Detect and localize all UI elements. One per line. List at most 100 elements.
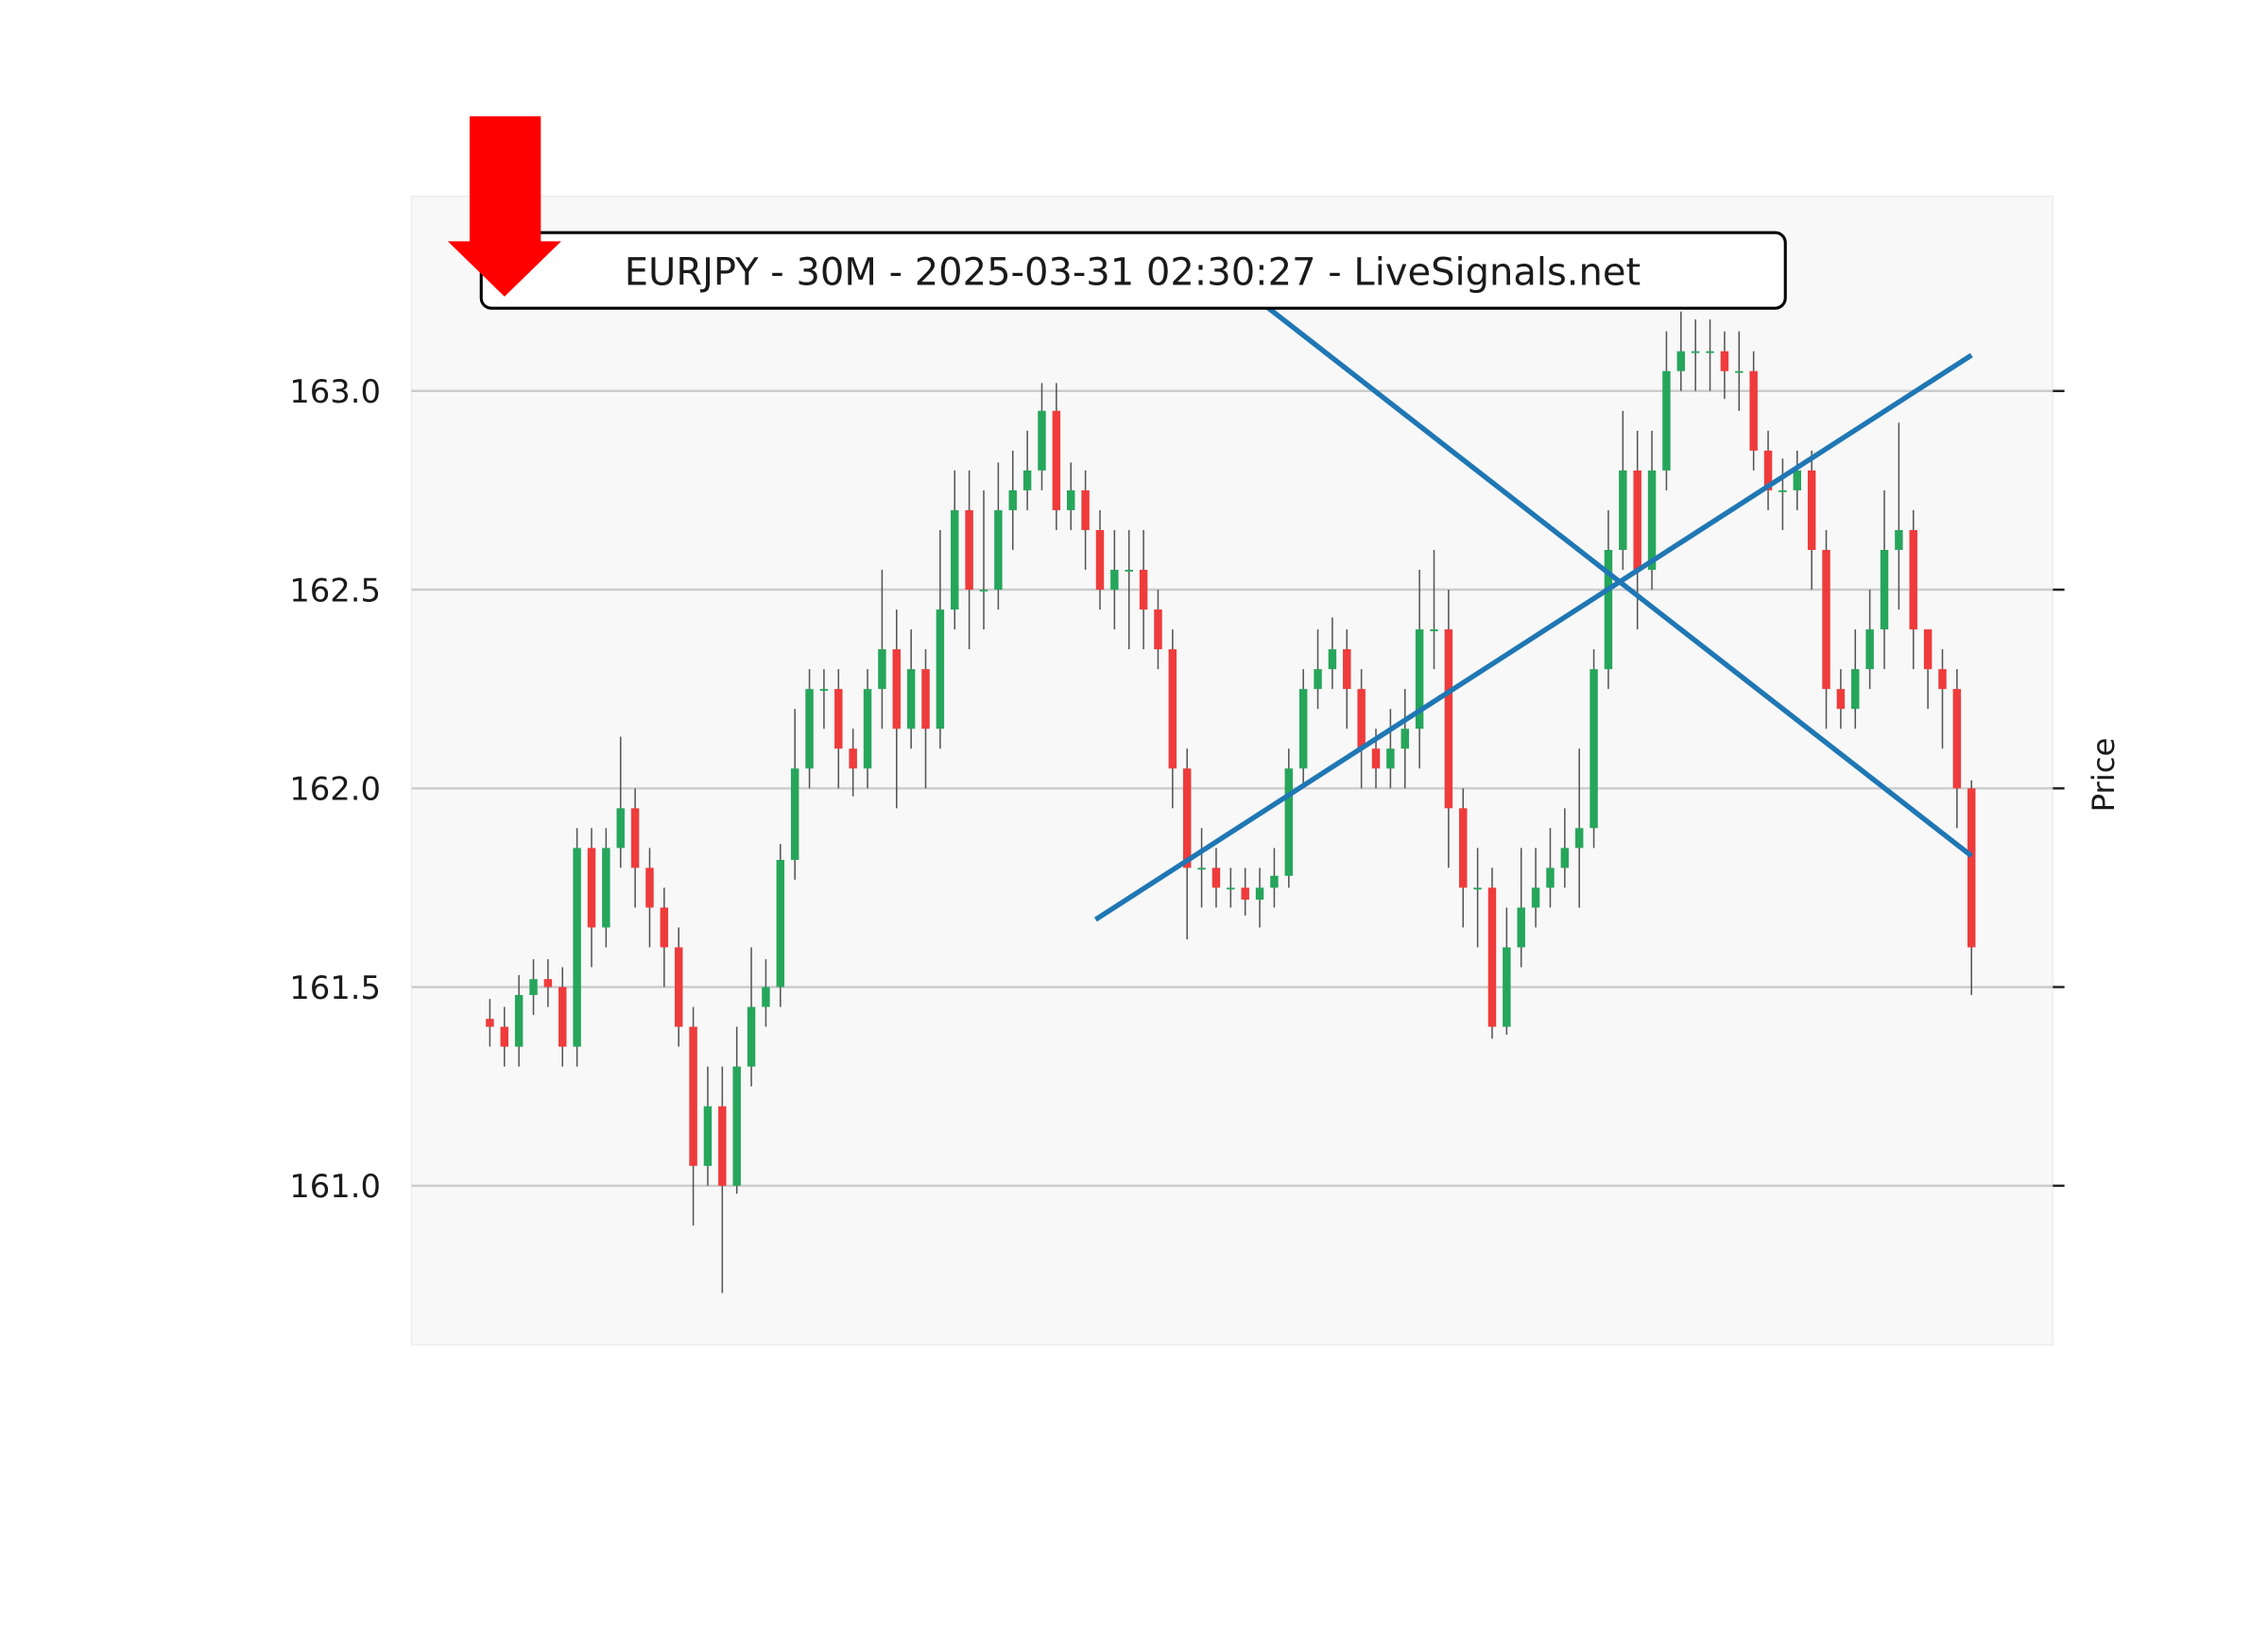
- candle-body: [1473, 887, 1482, 890]
- y-tick-label: 162.0: [289, 771, 381, 808]
- candle-body: [849, 748, 857, 769]
- candle-body: [1531, 887, 1540, 908]
- signal-arrow: [447, 116, 561, 297]
- candle-body: [1022, 470, 1032, 490]
- candle-body: [1503, 947, 1511, 1027]
- candle-body: [805, 689, 814, 769]
- candle-body: [573, 848, 581, 1047]
- candle-body: [1154, 609, 1162, 650]
- candle-body: [1851, 669, 1860, 710]
- candle-body: [1314, 669, 1322, 690]
- candle-body: [732, 1066, 741, 1186]
- candle-body: [1343, 649, 1351, 690]
- candle-body: [965, 509, 973, 591]
- candle-body: [1211, 867, 1221, 888]
- candle-body: [892, 649, 902, 729]
- candle-body: [790, 768, 799, 861]
- candle-body: [936, 609, 945, 729]
- candle-body: [762, 987, 770, 1007]
- candle-body: [1357, 689, 1366, 749]
- candle-body: [1923, 629, 1933, 670]
- candle-body: [1865, 629, 1874, 670]
- candle-body: [1662, 370, 1671, 471]
- candle-body: [1836, 689, 1846, 710]
- candle-body: [1604, 549, 1613, 670]
- candle-body: [1807, 470, 1816, 550]
- candle-body: [1298, 689, 1308, 769]
- candle-body: [1095, 529, 1105, 591]
- candle-body: [1909, 529, 1917, 630]
- candle-body: [1008, 489, 1017, 510]
- candle-body: [1619, 470, 1627, 550]
- candle-body: [1735, 370, 1744, 373]
- y-tick-label: 161.5: [289, 969, 381, 1006]
- candle-body: [1459, 808, 1468, 888]
- grid: [411, 389, 2053, 1188]
- candle-body: [500, 1026, 508, 1047]
- candle-body: [921, 669, 930, 729]
- candle-body: [630, 808, 640, 868]
- candle-body: [660, 907, 669, 948]
- candle-body: [689, 1026, 697, 1166]
- candle-body: [1967, 788, 1976, 948]
- trend-line: [1261, 301, 1973, 858]
- candle-body: [1067, 489, 1075, 510]
- candle-body: [1691, 351, 1700, 353]
- candle-body: [1706, 351, 1714, 353]
- candle-body: [1110, 570, 1119, 591]
- trend-line: [1093, 352, 1973, 922]
- candle-body: [1676, 351, 1686, 371]
- candle-body: [616, 808, 625, 849]
- candle-body: [558, 987, 567, 1047]
- candle-body: [1386, 748, 1395, 769]
- candle-body: [1546, 867, 1555, 888]
- candle-body: [819, 689, 829, 692]
- candle-body: [1400, 729, 1409, 749]
- candle-body: [1647, 470, 1657, 571]
- candle-body: [1763, 450, 1773, 490]
- y-tick-label: 163.0: [289, 373, 381, 410]
- candle-body: [1487, 887, 1497, 1027]
- chart-title: EURJPY - 30M - 2025-03-31 02:30:27 - Liv…: [625, 251, 1641, 295]
- candle-body: [878, 649, 886, 690]
- candle-body: [1328, 649, 1337, 670]
- candle-body: [587, 848, 596, 928]
- candle-body: [1270, 875, 1279, 888]
- candle-body: [543, 979, 553, 987]
- candle-body: [1444, 629, 1453, 809]
- candle-body: [645, 867, 654, 908]
- candle-body: [718, 1106, 727, 1186]
- candle-body: [529, 979, 538, 995]
- y-tick-label: 162.5: [289, 572, 381, 609]
- candle-body: [1371, 748, 1381, 769]
- candle-body: [1284, 768, 1294, 876]
- candle-body: [834, 689, 843, 749]
- plot-area: [410, 195, 2054, 1346]
- candle-body: [1168, 649, 1177, 769]
- candle-body: [1430, 629, 1438, 631]
- candle-body: [1197, 867, 1206, 870]
- candle-body: [1415, 629, 1424, 729]
- candle-body: [994, 509, 1003, 591]
- candle-body: [979, 590, 988, 592]
- candle-body: [1038, 410, 1046, 471]
- trend-lines: [1093, 301, 1973, 922]
- candle-body: [1952, 689, 1962, 789]
- candle-body: [1227, 887, 1235, 890]
- candle-body: [1574, 828, 1584, 849]
- candle-body: [1633, 470, 1641, 571]
- candle-body: [1895, 529, 1903, 550]
- candle-body: [514, 994, 524, 1047]
- y-axis-label: Price: [2086, 738, 2122, 813]
- candle-body: [1720, 351, 1729, 371]
- candle-body: [776, 860, 785, 987]
- candle-body: [1125, 570, 1133, 572]
- candle-body: [703, 1106, 713, 1166]
- candle-body: [1778, 489, 1787, 492]
- candle-body: [1822, 549, 1830, 690]
- candle-body: [1560, 848, 1570, 868]
- candle-body: [747, 1006, 756, 1067]
- candle-body: [1938, 669, 1947, 690]
